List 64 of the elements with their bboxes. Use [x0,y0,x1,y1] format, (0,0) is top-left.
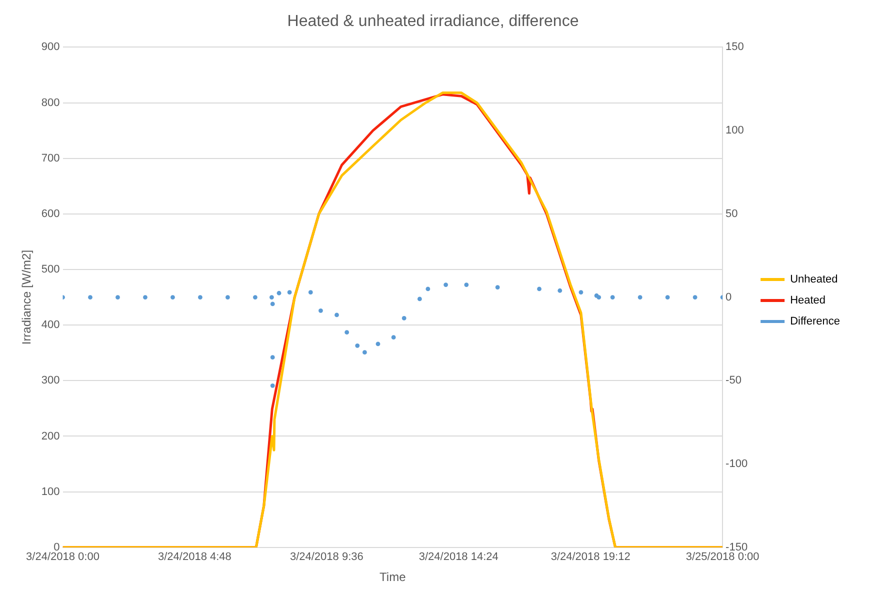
point [116,295,120,300]
point [270,355,275,360]
legend-label: Unheated [790,274,838,286]
point [355,343,360,348]
legend-label: Heated [790,294,826,307]
point [270,302,275,306]
y-tick-label: 100 [41,486,60,498]
point [334,312,339,318]
y-tick-label: 800 [41,96,60,109]
legend-label: Difference [790,316,840,328]
x-tick-label: 3/24/2018 4:48 [158,551,232,564]
point [88,295,92,300]
y2-tick-label: 0 [726,291,732,304]
y-tick-label: 900 [41,41,60,54]
point [464,282,469,287]
y2-tick-label: -100 [726,458,748,470]
y-tick-label: 300 [41,374,60,387]
point [558,288,562,293]
y2-tick-label: 50 [726,208,738,220]
y2-tick-label: -50 [726,374,742,387]
point [692,295,698,300]
y-tick-label: 200 [41,430,60,442]
point [344,330,350,335]
x-tick-label: 3/24/2018 9:36 [290,551,364,564]
point [170,295,175,300]
point [226,295,230,300]
point [391,335,396,340]
point [252,295,258,300]
point [444,282,448,287]
point [318,308,323,313]
y2-tick-label: 100 [726,124,744,137]
point [308,290,313,294]
point [610,295,615,300]
point [426,286,430,292]
point [143,295,148,300]
point [578,290,584,294]
point [537,286,542,292]
y-tick-label: 600 [41,208,60,220]
point [270,383,275,388]
x-tick-label: 3/25/2018 0:00 [686,551,760,564]
point [198,295,202,300]
point [362,350,367,355]
point [495,285,500,290]
point [376,342,380,346]
y2-tick-label: -150 [726,541,748,554]
y2-tick-label: 150 [726,41,744,54]
y-tick-label: 500 [41,264,60,276]
point [402,316,406,320]
x-tick-label: 3/24/2018 19:12 [550,551,630,564]
y-axis-title: Irradiance [W/m2] [20,250,34,345]
point [596,295,602,300]
x-axis-title: Time [380,570,406,584]
x-tick-label: 3/24/2018 0:00 [26,551,100,564]
point [417,296,422,302]
point [665,295,670,300]
y-tick-label: 400 [41,319,60,332]
x-tick-label: 3/24/2018 14:24 [418,551,498,564]
y-tick-label: 0 [54,541,60,554]
chart-title: Heated & unheated irradiance, difference [287,13,579,30]
point [276,290,282,296]
point [269,295,274,300]
point [638,295,642,300]
point [287,290,292,294]
y-tick-label: 700 [41,152,60,164]
